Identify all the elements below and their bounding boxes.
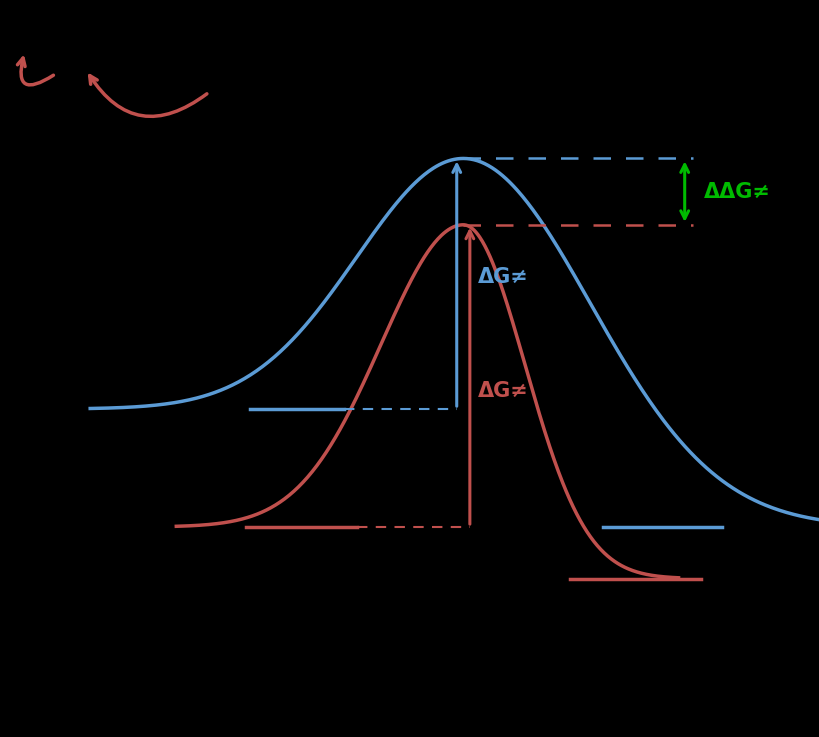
Text: ΔG≠: ΔG≠ <box>477 380 528 401</box>
Text: ΔΔG≠: ΔΔG≠ <box>703 181 770 202</box>
Text: ΔG≠: ΔG≠ <box>477 266 528 287</box>
